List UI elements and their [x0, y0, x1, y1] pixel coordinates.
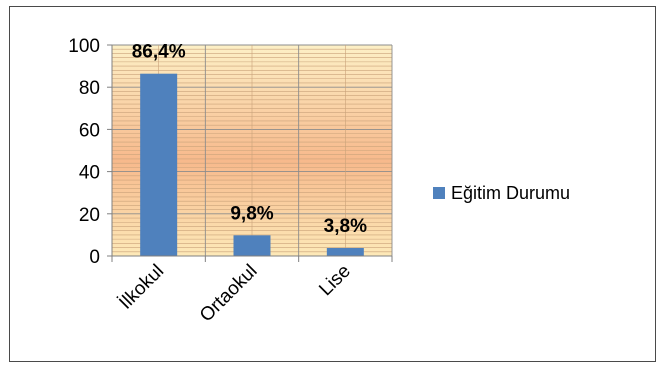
y-tick-label: 100 — [68, 36, 100, 57]
legend: Eğitim Durumu — [433, 183, 570, 203]
data-label-3: 3,8% — [324, 216, 367, 237]
bar-3 — [326, 247, 364, 256]
data-label-2: 9,8% — [230, 203, 273, 224]
bar-1 — [140, 73, 178, 256]
legend-swatch — [433, 187, 445, 199]
x-tick-label: Lise — [315, 261, 354, 300]
x-tick-label: İlkokul — [115, 261, 168, 314]
x-tick-label: Ortaokul — [196, 261, 262, 327]
data-label-1: 86,4% — [132, 42, 186, 63]
bar-2 — [233, 235, 271, 256]
legend-label: Eğitim Durumu — [451, 183, 570, 203]
y-tick-label: 40 — [79, 163, 100, 184]
y-tick-label: 0 — [89, 247, 100, 268]
y-tick-label: 60 — [79, 120, 100, 141]
y-tick-label: 20 — [79, 205, 100, 226]
y-tick-label: 80 — [79, 78, 100, 99]
